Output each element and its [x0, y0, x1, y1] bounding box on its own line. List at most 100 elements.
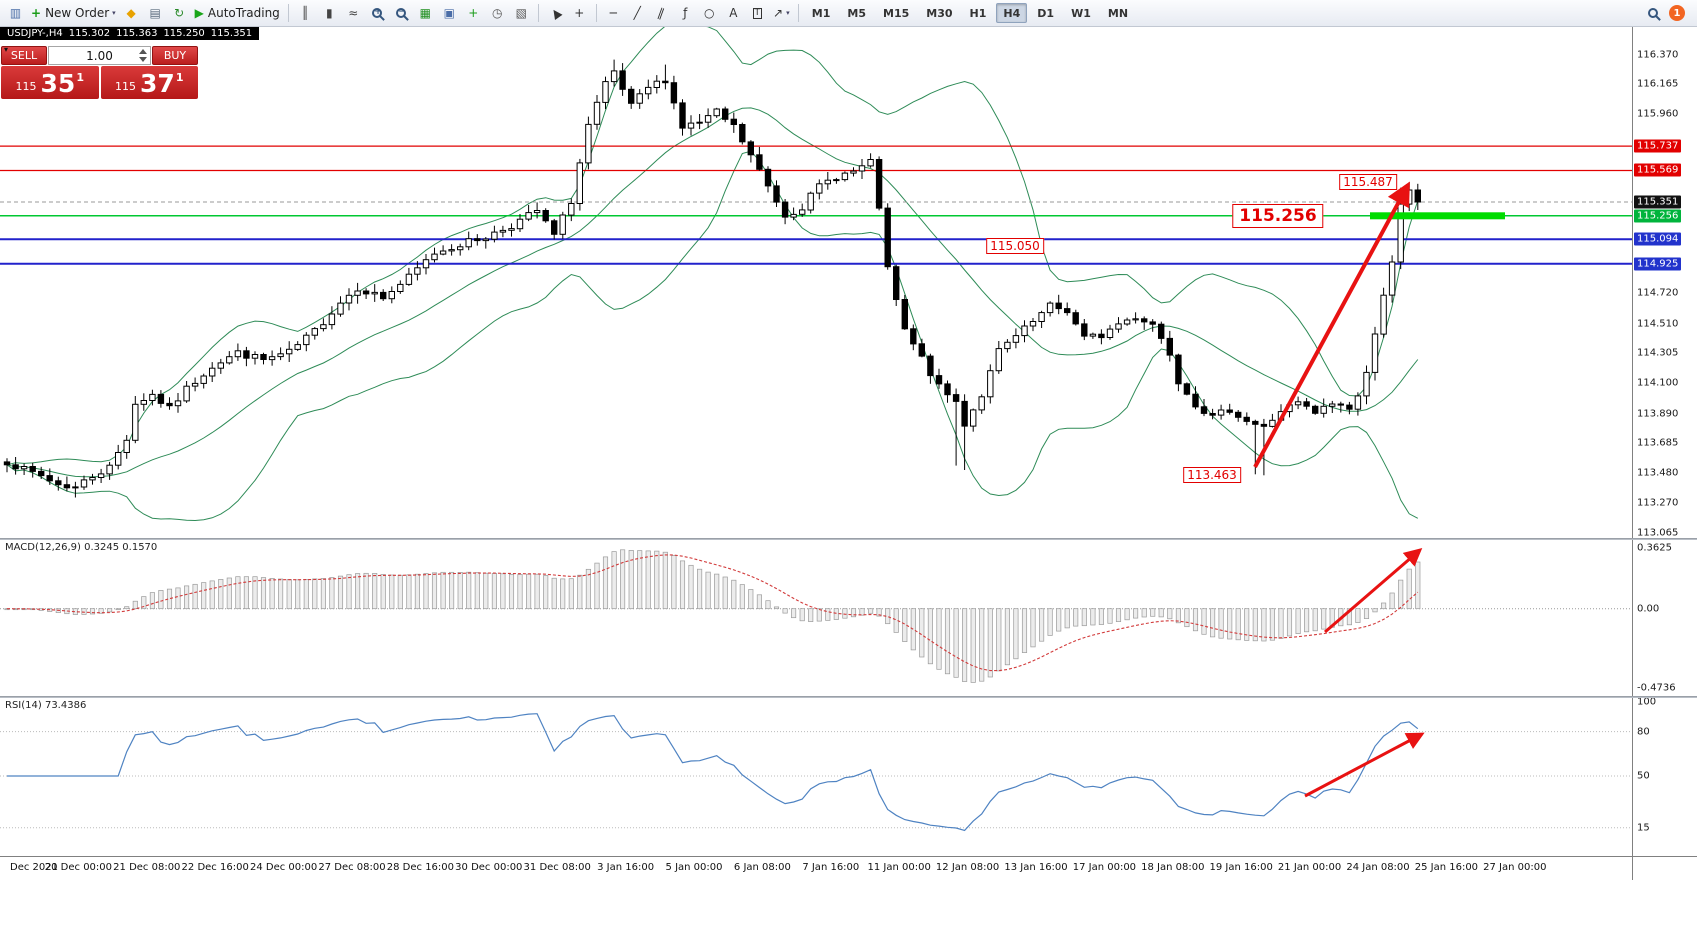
sell-big-figure: 115 [15, 80, 37, 93]
rsi-chart [0, 713, 1632, 832]
volume-up-icon[interactable] [138, 49, 147, 54]
time-label: 11 Jan 00:00 [867, 862, 931, 873]
search-icon[interactable] [1641, 2, 1664, 24]
rsi-tick: 80 [1637, 726, 1650, 738]
shapes-icon[interactable]: ○ [698, 2, 721, 24]
volume-down-icon[interactable] [138, 57, 147, 62]
time-label: 27 Jan 00:00 [1483, 862, 1547, 873]
time-label: 25 Jan 16:00 [1414, 862, 1479, 873]
open-value: 115.302 [68, 28, 111, 39]
new-order-button-label: New Order [45, 6, 110, 20]
toolbar-separator [797, 4, 799, 22]
sell-button[interactable]: SELL [1, 46, 47, 65]
timeframe-w1[interactable]: W1 [1071, 6, 1091, 20]
macd-axis[interactable]: 0.3625 0.00 -0.4736 [1632, 540, 1697, 696]
sell-price[interactable]: 115 35 1 [1, 66, 99, 99]
highlight-line[interactable] [1370, 212, 1505, 220]
price-callout[interactable]: 113.463 [1183, 467, 1241, 483]
arrows-tool-icon[interactable]: ↗ ▾ [770, 2, 793, 24]
channel-icon-glyph: ∥ [656, 5, 667, 21]
time-label: 7 Jan 16:00 [802, 862, 860, 873]
zoom-in-icon[interactable]: + [366, 2, 389, 24]
templates-icon[interactable]: ▧ [510, 2, 533, 24]
price-callout[interactable]: 115.050 [986, 238, 1044, 254]
community-badge[interactable]: 1 [1669, 5, 1685, 21]
trade-panel-toggle-icon[interactable]: ▾ [4, 45, 9, 54]
rsi-axis[interactable]: 100 80 50 15 [1632, 698, 1697, 856]
ohlc-header: USDJPY-,H4 115.302 115.363 115.250 115.3… [0, 27, 260, 40]
text-icon[interactable]: A [722, 2, 745, 24]
high-value: 115.363 [116, 28, 158, 39]
macd-tick: -0.4736 [1637, 682, 1676, 694]
panel-separator[interactable] [0, 538, 1697, 540]
alerts-icon[interactable]: ◆ [120, 2, 143, 24]
time-label: 28 Dec 16:00 [386, 862, 455, 873]
one-click-trading-panel: ▾ SELL 1.00 BUY 115 35 1 115 37 1 [1, 45, 198, 99]
line-chart-icon[interactable]: ≈ [342, 2, 365, 24]
timeframe-mn[interactable]: MN [1107, 6, 1129, 20]
bar-chart-icon[interactable]: ║ [294, 2, 317, 24]
trend-arrow[interactable] [1304, 732, 1425, 798]
refresh-icon[interactable]: ↻ [168, 2, 191, 24]
zoom-in-icon: + [372, 7, 383, 18]
price-callout[interactable]: 115.487 [1339, 174, 1397, 190]
macd-signal-line [6, 554, 1419, 672]
timeframe-h4[interactable]: H4 [996, 3, 1028, 23]
time-axis[interactable]: Dec 2021 20 Dec 00:00 21 Dec 08:00 22 Dec 1… [0, 857, 1632, 880]
zoom-out-icon[interactable]: − [390, 2, 413, 24]
timeframe-d1[interactable]: D1 [1037, 6, 1055, 20]
arrange-windows-icon[interactable]: ▣ [438, 2, 461, 24]
timeframe-m15[interactable]: M15 [883, 6, 910, 20]
trendline-icon[interactable]: ╱ [626, 2, 649, 24]
price-tick: 113.480 [1637, 467, 1679, 479]
time-label: 3 Jan 16:00 [597, 862, 655, 873]
time-label: 22 Dec 16:00 [181, 862, 249, 873]
crosshair-icon[interactable]: + [568, 2, 591, 24]
horizontal-line-icon[interactable]: ─ [602, 2, 625, 24]
cursor-icon[interactable]: ▲ [544, 2, 567, 24]
main-chart-window: USDJPY-,H4 115.302 115.363 115.250 115.3… [0, 27, 1697, 538]
horizontal-line-icon-glyph: ─ [609, 6, 617, 20]
buy-button[interactable]: BUY [152, 46, 198, 65]
timeframe-m1[interactable]: M1 [811, 6, 831, 20]
panel-separator[interactable] [0, 696, 1697, 698]
volume-input[interactable]: 1.00 [48, 46, 151, 65]
trend-arrow[interactable] [1324, 548, 1423, 634]
timeframe-m5[interactable]: M5 [847, 6, 867, 20]
macd-window: MACD(12,26,9) 0.3245 0.1570 0.3625 0.00 -0… [0, 540, 1697, 696]
price-axis[interactable]: 116.370116.165115.960115.755114.720114.5… [1632, 27, 1697, 538]
buy-fraction: 1 [175, 71, 184, 84]
indicators-icon[interactable]: + [462, 2, 485, 24]
new-order-button[interactable]: + New Order ▾ [28, 2, 119, 24]
price-callout[interactable]: 115.256 [1232, 204, 1324, 228]
macd-plot[interactable]: MACD(12,26,9) 0.3245 0.1570 [0, 540, 1632, 696]
fibonacci-icon[interactable]: ƒ [674, 2, 697, 24]
horizontal-level-lines[interactable] [0, 145, 1632, 265]
trend-arrow[interactable] [1253, 181, 1410, 468]
print-icon[interactable]: ▤ [144, 2, 167, 24]
periods-icon[interactable]: ◷ [486, 2, 509, 24]
charts-icon[interactable]: ▥ [4, 2, 27, 24]
rsi-header: RSI(14) 73.4386 [5, 700, 87, 711]
time-label: 12 Jan 08:00 [935, 862, 1000, 873]
text-label-icon[interactable]: T [746, 2, 769, 24]
main-chart-plot[interactable]: USDJPY-,H4 115.302 115.363 115.250 115.3… [0, 27, 1632, 538]
tile-windows-icon[interactable]: ▦ [414, 2, 437, 24]
timeframe-h1[interactable]: H1 [969, 6, 987, 20]
time-label: 27 Dec 08:00 [318, 862, 386, 873]
autotrading-button-glyph: ▶ [194, 6, 204, 20]
autotrading-button[interactable]: ▶ AutoTrading [192, 2, 283, 24]
price-tick: 113.890 [1637, 408, 1679, 419]
price-tick: 113.270 [1637, 497, 1679, 509]
rsi-plot[interactable]: RSI(14) 73.4386 [0, 698, 1632, 856]
macd-tick: 0.00 [1637, 603, 1660, 615]
buy-price[interactable]: 115 37 1 [100, 66, 198, 99]
candlestick-chart-icon[interactable]: ▮ [318, 2, 341, 24]
time-label: 31 Dec 08:00 [523, 862, 591, 873]
macd-chart [0, 548, 1632, 683]
channel-icon[interactable]: ∥ [650, 2, 673, 24]
time-axis-row: Dec 2021 20 Dec 00:00 21 Dec 08:00 22 Dec 1… [0, 856, 1697, 880]
timeframe-m30[interactable]: M30 [926, 6, 953, 20]
volume-spinner[interactable] [137, 49, 148, 62]
